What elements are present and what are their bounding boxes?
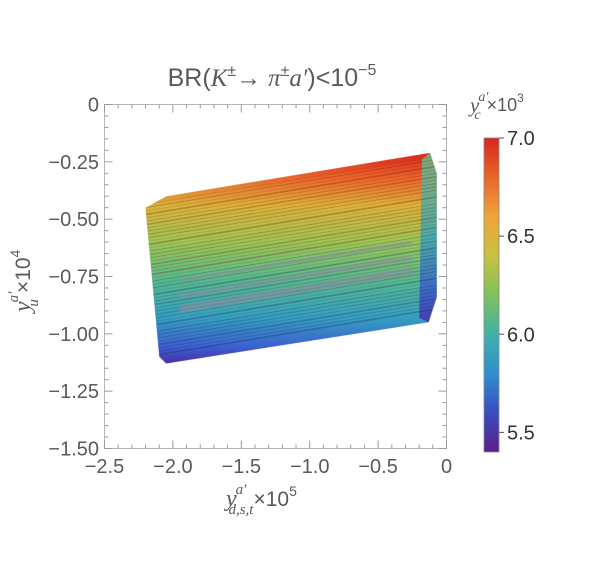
- mesh-line: [145, 269, 437, 322]
- mesh-line: [145, 249, 437, 301]
- mesh-line: [145, 225, 437, 278]
- colorbar: [483, 137, 500, 453]
- mesh-line: [145, 171, 437, 223]
- mesh-line: [145, 303, 437, 355]
- mesh-line: [145, 160, 437, 213]
- mesh-line: [145, 157, 437, 210]
- region-mesh: [145, 153, 437, 359]
- mesh-line: [145, 232, 437, 284]
- x-tick-label: −1.0: [290, 456, 329, 478]
- mesh-line: [145, 184, 437, 237]
- mesh-line: [145, 188, 437, 240]
- mesh-line: [145, 153, 437, 207]
- mesh-band: [179, 255, 413, 299]
- mesh-line: [145, 299, 437, 352]
- colorbar-ticks: 7.0 6.5 6.0 5.5: [499, 128, 535, 444]
- mesh-line: [145, 272, 437, 325]
- y-tick-label: −0.50: [48, 209, 99, 231]
- mesh-line: [145, 283, 437, 335]
- mesh-line: [145, 279, 437, 332]
- y-tick-label: −0.75: [48, 267, 99, 289]
- mesh-line: [145, 306, 437, 359]
- mesh-line: [145, 228, 437, 281]
- axis-ticks: [104, 104, 447, 449]
- y-axis-label: ya′u×104: [6, 249, 42, 314]
- mesh-line: [145, 181, 437, 233]
- mesh-line: [145, 245, 437, 298]
- x-tick-labels: −2.5 −2.0 −1.5 −1.0 −0.5 0: [85, 456, 452, 478]
- colorbar-tick-label: 6.0: [507, 324, 535, 346]
- mesh-line: [145, 167, 437, 220]
- y-tick-label: −1.25: [48, 381, 99, 403]
- x-tick-label: −1.5: [222, 456, 261, 478]
- colorbar-label: ya′ c×103: [468, 90, 524, 123]
- mesh-line: [145, 204, 437, 258]
- mesh-line: [145, 174, 437, 227]
- mesh-line: [145, 222, 437, 274]
- colorbar-tick-label: 7.0: [507, 128, 535, 150]
- mesh-band: [179, 240, 413, 283]
- y-tick-labels: 0 −0.25 −0.50 −0.75 −1.00 −1.25 −1.50: [48, 95, 99, 461]
- mesh-line: [145, 289, 437, 342]
- mesh-line: [145, 177, 437, 230]
- mesh-line: [145, 275, 437, 329]
- mesh-line: [145, 201, 437, 254]
- mesh-line: [145, 286, 437, 339]
- mesh-line: [145, 218, 437, 271]
- mesh-line: [145, 242, 437, 294]
- x-tick-label: −0.5: [358, 456, 397, 478]
- mesh-line: [145, 259, 437, 311]
- y-tick-label: −1.00: [48, 324, 99, 346]
- mesh-line: [145, 198, 437, 250]
- mesh-line: [145, 293, 437, 345]
- mesh-line: [145, 255, 437, 308]
- mesh-line: [145, 238, 437, 291]
- y-tick-label: 0: [88, 95, 99, 117]
- mesh-band: [179, 266, 413, 314]
- region-outline: [145, 152, 438, 365]
- data-region: [145, 152, 438, 365]
- x-axis-label: ya′ d,s,t×105: [224, 482, 297, 518]
- mesh-line: [145, 163, 437, 217]
- chart-title: BR(K±→ π±a′)<10−5: [168, 62, 377, 92]
- x-tick-label: 0: [441, 456, 452, 478]
- colorbar-tick-label: 6.5: [507, 226, 535, 248]
- colorbar-tick-label: 5.5: [507, 422, 535, 444]
- x-tick-label: −2.0: [153, 456, 192, 478]
- region-side-facet: [419, 152, 437, 323]
- allowed-region: [145, 152, 437, 364]
- mesh-line: [145, 208, 437, 261]
- mesh-line: [145, 211, 437, 264]
- y-tick-label: −1.50: [48, 439, 99, 461]
- mesh-line: [145, 296, 437, 349]
- mesh-line: [145, 194, 437, 247]
- x-tick-label: −2.5: [85, 456, 124, 478]
- y-tick-label: −0.25: [48, 152, 99, 174]
- mesh-line: [145, 214, 437, 268]
- mesh-line: [145, 191, 437, 244]
